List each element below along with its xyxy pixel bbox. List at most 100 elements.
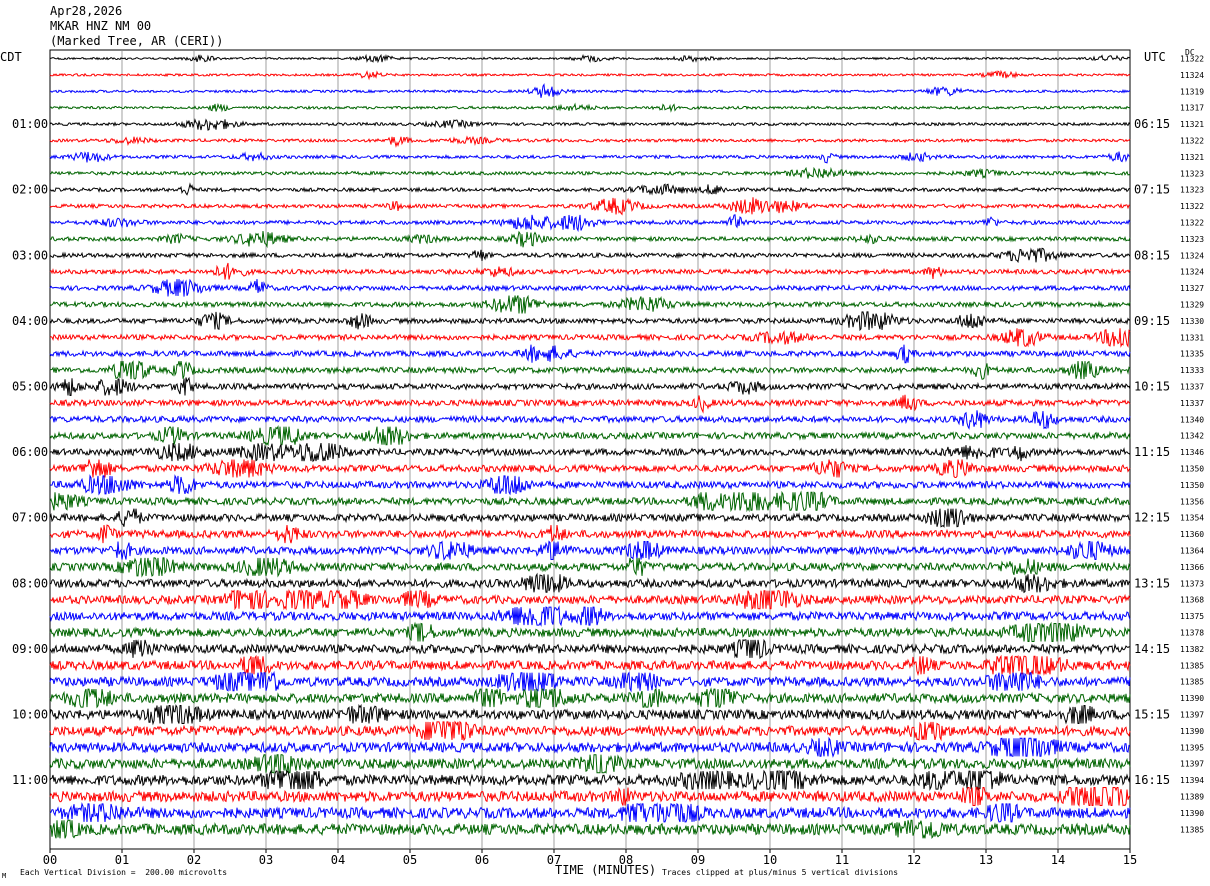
header-date: Apr28,2026: [50, 4, 123, 18]
trace-row-5: [49, 135, 1131, 148]
trace-row-38: [49, 670, 1131, 693]
dc-offset-label: 11323: [1180, 169, 1204, 178]
trace-row-42: [49, 736, 1131, 758]
dc-offset-label: 11324: [1180, 71, 1204, 80]
x-tick-label: 15: [1123, 853, 1137, 867]
x-tick-label: 13: [979, 853, 993, 867]
trace-row-15: [49, 294, 1131, 314]
dc-offset-label: 11327: [1180, 284, 1204, 293]
plot-frame: [49, 49, 1131, 850]
trace-row-27: [49, 490, 1131, 513]
dc-offset-label: 11322: [1180, 55, 1204, 64]
x-tick-label: 14: [1051, 853, 1065, 867]
right-hour-label: 07:15: [1134, 183, 1170, 197]
dc-offset-label: 11322: [1180, 202, 1204, 211]
trace-row-13: [49, 262, 1131, 280]
trace-row-35: [49, 621, 1131, 642]
left-hour-label: 01:00: [12, 117, 48, 131]
row-labels: 01:00 02:00 03:00 04:00 05:00 06:00 07:00 08:00…: [12, 55, 1204, 835]
trace-row-9: [49, 197, 1131, 216]
x-tick-label: 08: [619, 853, 633, 867]
dc-offset-label: 11385: [1180, 825, 1204, 834]
x-tick-label: 12: [907, 853, 921, 867]
seismic-traces: [49, 53, 1131, 840]
x-tick-label: 01: [115, 853, 129, 867]
left-timezone-label: CDT: [0, 50, 22, 64]
header-station: MKAR HNZ NM 00: [50, 19, 152, 33]
dc-offset-label: 11329: [1180, 301, 1204, 310]
right-hour-label: 11:15: [1134, 445, 1170, 459]
trace-row-45: [49, 787, 1131, 807]
trace-row-11: [49, 230, 1131, 249]
dc-offset-label: 11390: [1180, 727, 1204, 736]
logo-mark: M: [2, 872, 7, 880]
dc-offset-label: 11323: [1180, 186, 1204, 195]
right-hour-label: 13:15: [1134, 576, 1170, 590]
trace-row-46: [49, 802, 1131, 823]
left-hour-label: 11:00: [12, 773, 48, 787]
dc-offset-label: 11330: [1180, 317, 1204, 326]
trace-row-40: [49, 703, 1131, 726]
right-hour-label: 08:15: [1134, 248, 1170, 262]
clip-note: Traces clipped at plus/minus 5 vertical …: [662, 868, 899, 877]
dc-offset-label: 11390: [1180, 809, 1204, 818]
x-tick-label: 05: [403, 853, 417, 867]
right-hour-label: 14:15: [1134, 642, 1170, 656]
trace-row-2: [50, 83, 1131, 98]
left-hour-label: 02:00: [12, 183, 48, 197]
scale-note: Each Vertical Division = 200.00 microvol…: [20, 868, 228, 877]
trace-row-44: [49, 769, 1131, 792]
right-hour-label: 16:15: [1134, 773, 1170, 787]
dc-offset-label: 11385: [1180, 678, 1204, 687]
right-hour-label: 12:15: [1134, 511, 1170, 525]
trace-row-22: [49, 410, 1131, 430]
trace-row-19: [49, 360, 1131, 380]
dc-offset-label: 11337: [1180, 383, 1204, 392]
dc-offset-label: 11389: [1180, 793, 1204, 802]
dc-offset-label: 11368: [1180, 596, 1204, 605]
dc-offset-label: 11322: [1180, 137, 1204, 146]
right-hour-label: 06:15: [1134, 117, 1170, 131]
trace-row-8: [49, 182, 1130, 196]
right-hour-label: 15:15: [1134, 708, 1170, 722]
trace-row-10: [49, 214, 1131, 233]
trace-row-1: [49, 69, 1131, 81]
dc-offset-label: 11350: [1180, 465, 1204, 474]
x-tick-label: 06: [475, 853, 489, 867]
right-hour-label: 10:15: [1134, 380, 1170, 394]
trace-row-21: [49, 394, 1131, 414]
x-tick-label: 09: [691, 853, 705, 867]
trace-row-31: [49, 557, 1131, 578]
dc-offset-label: 11350: [1180, 481, 1204, 490]
trace-row-34: [49, 605, 1131, 627]
trace-row-20: [49, 376, 1131, 396]
trace-row-37: [49, 654, 1131, 677]
left-hour-label: 03:00: [12, 248, 48, 262]
trace-row-24: [49, 442, 1131, 463]
dc-offset-label: 11373: [1180, 579, 1204, 588]
dc-offset-label: 11319: [1180, 87, 1204, 96]
dc-offset-label: 11382: [1180, 645, 1204, 654]
dc-offset-label: 11337: [1180, 399, 1204, 408]
trace-row-18: [49, 344, 1131, 364]
dc-offset-label: 11395: [1180, 743, 1204, 752]
dc-offset-label: 11331: [1180, 333, 1204, 342]
left-hour-label: 06:00: [12, 445, 48, 459]
left-hour-label: 05:00: [12, 380, 48, 394]
dc-offset-label: 11333: [1180, 366, 1204, 375]
trace-row-12: [49, 247, 1131, 264]
left-hour-label: 08:00: [12, 576, 48, 590]
dc-offset-label: 11354: [1180, 514, 1204, 523]
left-hour-label: 10:00: [12, 708, 48, 722]
dc-offset-label: 11323: [1180, 235, 1204, 244]
trace-row-29: [49, 524, 1131, 544]
trace-row-32: [49, 572, 1131, 594]
x-axis-ticks: 00 01 02 03 04 05 06 07 08 09 10 11 12 13 14 15: [43, 849, 1137, 867]
dc-offset-label: 11322: [1180, 219, 1204, 228]
trace-row-17: [49, 328, 1131, 348]
left-hour-label: 04:00: [12, 314, 48, 328]
trace-row-41: [49, 720, 1131, 742]
x-tick-label: 03: [259, 853, 273, 867]
dc-column-label: DC: [1185, 48, 1195, 57]
x-tick-label: 00: [43, 853, 57, 867]
